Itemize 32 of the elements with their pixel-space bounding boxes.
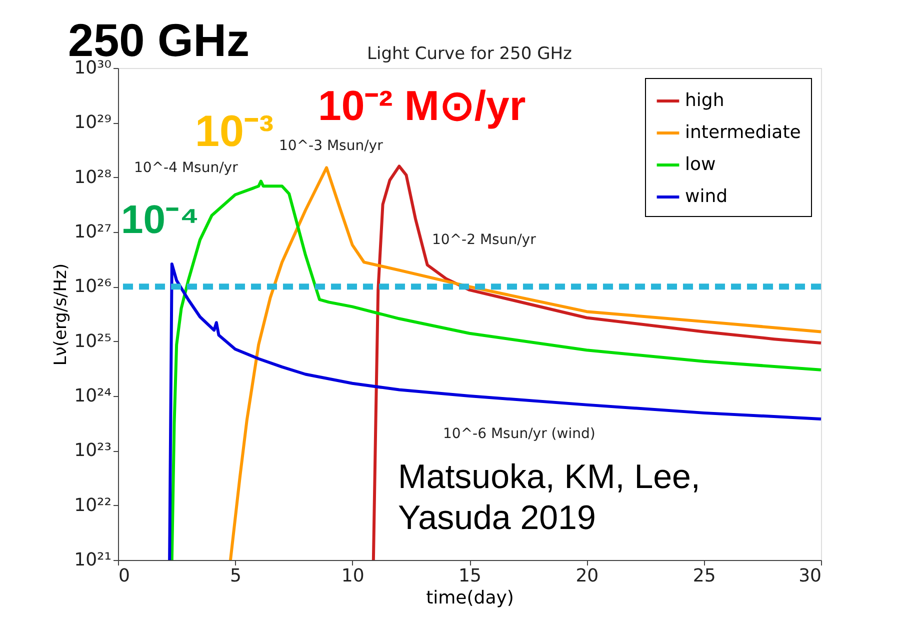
annotation: 10⁻² M⊙/yr — [318, 82, 526, 129]
legend-label: wind — [685, 186, 728, 207]
chart-title: Light Curve for 250 GHz — [367, 44, 572, 64]
y-axis-title: Lν(erg/s/Hz) — [51, 263, 72, 366]
y-tick-label: 10²⁴ — [74, 386, 112, 406]
x-tick-label: 30 — [798, 566, 822, 586]
y-tick-label: 10²⁹ — [74, 112, 112, 134]
y-tick-label: 10²⁸ — [74, 166, 112, 188]
annotation: Matsuoka, KM, Lee, Yasuda 2019 — [398, 458, 700, 537]
line-series — [168, 262, 822, 562]
legend-label: high — [685, 90, 724, 111]
legend-label: low — [685, 154, 716, 175]
y-tick-label: 10²¹ — [74, 550, 112, 570]
annotation: 10^-4 Msun/yr — [134, 160, 238, 176]
x-tick-label: 0 — [118, 566, 130, 586]
annotation: 10^-3 Msun/yr — [279, 138, 384, 154]
x-tick-label: 15 — [458, 566, 482, 586]
legend-label: intermediate — [685, 122, 801, 143]
x-tick-label: 25 — [692, 566, 716, 586]
annotation: 10^-2 Msun/yr — [432, 232, 536, 248]
x-tick-label: 20 — [576, 566, 599, 586]
y-tick-label: 10²² — [74, 494, 112, 516]
annotation: 10^-6 Msun/yr (wind) — [443, 426, 596, 442]
y-tick-label: 10²⁷ — [74, 222, 112, 242]
annotation: 10⁻³ — [195, 107, 274, 156]
y-tick-label: 10²⁵ — [74, 330, 112, 352]
x-tick-label: 5 — [230, 566, 242, 586]
y-tick-label: 10²³ — [74, 440, 112, 462]
annotation: 10⁻⁴ — [121, 198, 200, 242]
x-tick-label: 10 — [341, 566, 364, 586]
x-axis-title: time(day) — [426, 588, 514, 608]
y-tick-label: 10²⁶ — [74, 276, 112, 298]
